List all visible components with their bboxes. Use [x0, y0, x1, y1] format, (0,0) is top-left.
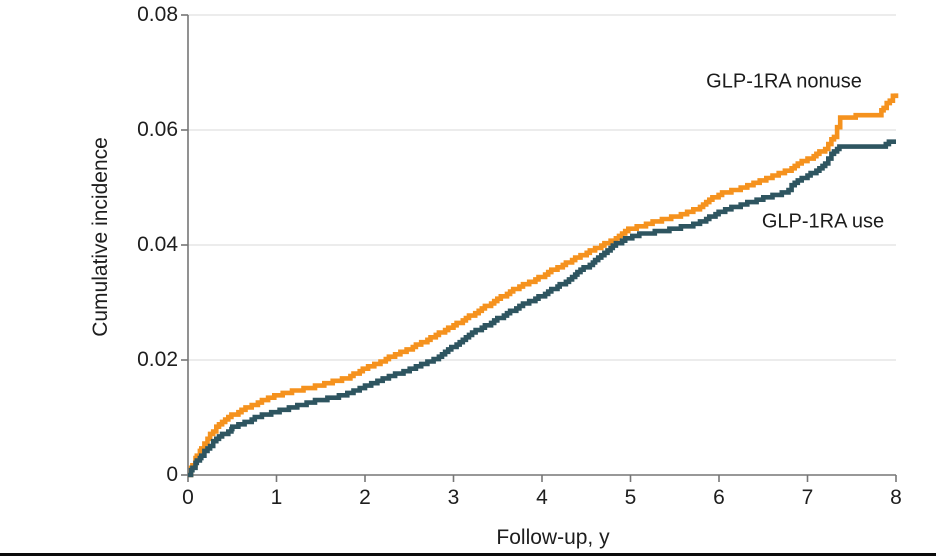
series-label-glp1ra-use: GLP-1RA use — [761, 210, 885, 233]
x-tick-label: 2 — [359, 486, 371, 509]
x-tick-label: 6 — [713, 486, 725, 509]
x-tick-label: 3 — [447, 486, 460, 509]
series-label-glp1ra-nonuse: GLP-1RA nonuse — [706, 70, 862, 93]
y-tick-label: 0 — [166, 463, 178, 486]
curve-glp1ra-use — [188, 139, 896, 478]
x-tick-label: 5 — [624, 486, 637, 509]
x-tick-label: 1 — [270, 486, 283, 509]
x-tick-label: 4 — [536, 486, 548, 509]
figure-bottom-border — [0, 553, 936, 556]
x-tick-label: 7 — [801, 486, 814, 509]
curve-glp1ra-nonuse — [188, 93, 899, 478]
x-tick-label: 0 — [182, 486, 194, 509]
y-tick-label: 0.04 — [137, 233, 178, 256]
x-tick-label: 8 — [890, 486, 902, 509]
y-tick-label: 0.06 — [137, 118, 178, 141]
y-tick-label: 0.08 — [137, 3, 178, 26]
y-tick-label: 0.02 — [137, 348, 178, 371]
x-axis-title: Follow-up, y — [496, 526, 610, 549]
